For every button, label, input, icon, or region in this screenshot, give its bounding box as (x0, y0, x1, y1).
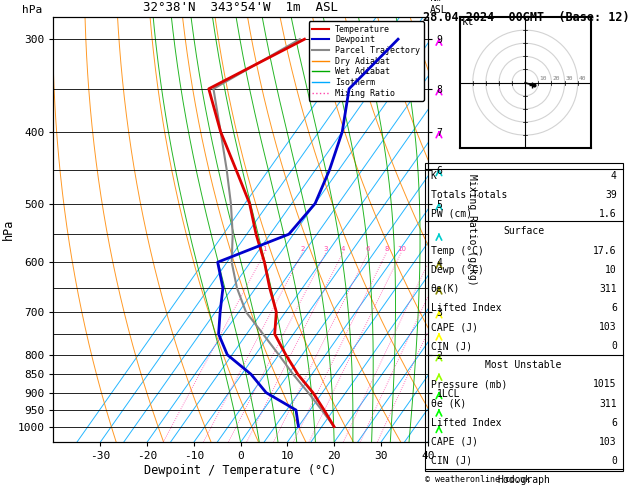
Text: Lifted Index: Lifted Index (430, 418, 501, 428)
Text: 30: 30 (566, 76, 574, 81)
Text: 3: 3 (324, 246, 328, 252)
Text: K: K (430, 171, 437, 180)
Text: Temp (°C): Temp (°C) (430, 245, 484, 256)
Text: © weatheronline.co.uk: © weatheronline.co.uk (425, 474, 530, 484)
Text: 17.6: 17.6 (593, 245, 617, 256)
Text: 6: 6 (611, 418, 617, 428)
Text: 103: 103 (599, 322, 617, 332)
Text: CAPE (J): CAPE (J) (430, 322, 477, 332)
Text: hPa: hPa (21, 5, 42, 15)
Text: Totals Totals: Totals Totals (430, 190, 507, 200)
Text: 6: 6 (611, 303, 617, 313)
Text: 28.04.2024  00GMT  (Base: 12): 28.04.2024 00GMT (Base: 12) (423, 11, 629, 24)
Text: Lifted Index: Lifted Index (430, 303, 501, 313)
Text: 1015: 1015 (593, 380, 617, 389)
Text: 4: 4 (341, 246, 345, 252)
Text: CAPE (J): CAPE (J) (430, 437, 477, 447)
Text: Surface: Surface (503, 226, 544, 236)
Text: θe (K): θe (K) (430, 399, 465, 409)
Text: kt: kt (462, 17, 475, 27)
Text: CIN (J): CIN (J) (430, 341, 472, 351)
Text: 40: 40 (579, 76, 586, 81)
Text: 0: 0 (611, 456, 617, 466)
Title: 32°38'N  343°54'W  1m  ASL: 32°38'N 343°54'W 1m ASL (143, 1, 338, 15)
Text: 311: 311 (599, 399, 617, 409)
Text: Dewp (°C): Dewp (°C) (430, 265, 484, 275)
Text: Pressure (mb): Pressure (mb) (430, 380, 507, 389)
Text: 6: 6 (366, 246, 370, 252)
Text: CIN (J): CIN (J) (430, 456, 472, 466)
Y-axis label: hPa: hPa (2, 219, 14, 240)
Text: 20: 20 (553, 76, 560, 81)
Text: 311: 311 (599, 284, 617, 294)
Text: Most Unstable: Most Unstable (486, 360, 562, 370)
Text: km
ASL: km ASL (430, 0, 447, 15)
Y-axis label: Mixing Ratio (g/kg): Mixing Ratio (g/kg) (467, 174, 477, 285)
Text: Hodograph: Hodograph (497, 475, 550, 485)
Text: 1.6: 1.6 (599, 209, 617, 219)
Text: 4: 4 (611, 171, 617, 180)
Text: 1: 1 (262, 246, 267, 252)
Text: 0: 0 (611, 341, 617, 351)
Text: 39: 39 (605, 190, 617, 200)
Text: 10: 10 (605, 265, 617, 275)
X-axis label: Dewpoint / Temperature (°C): Dewpoint / Temperature (°C) (145, 464, 337, 477)
Text: 10: 10 (397, 246, 406, 252)
Text: PW (cm): PW (cm) (430, 209, 472, 219)
Legend: Temperature, Dewpoint, Parcel Trajectory, Dry Adiabat, Wet Adiabat, Isotherm, Mi: Temperature, Dewpoint, Parcel Trajectory… (309, 21, 423, 101)
Text: θe(K): θe(K) (430, 284, 460, 294)
Text: 2: 2 (301, 246, 304, 252)
Text: 10: 10 (540, 76, 547, 81)
Text: 103: 103 (599, 437, 617, 447)
Text: 8: 8 (384, 246, 389, 252)
